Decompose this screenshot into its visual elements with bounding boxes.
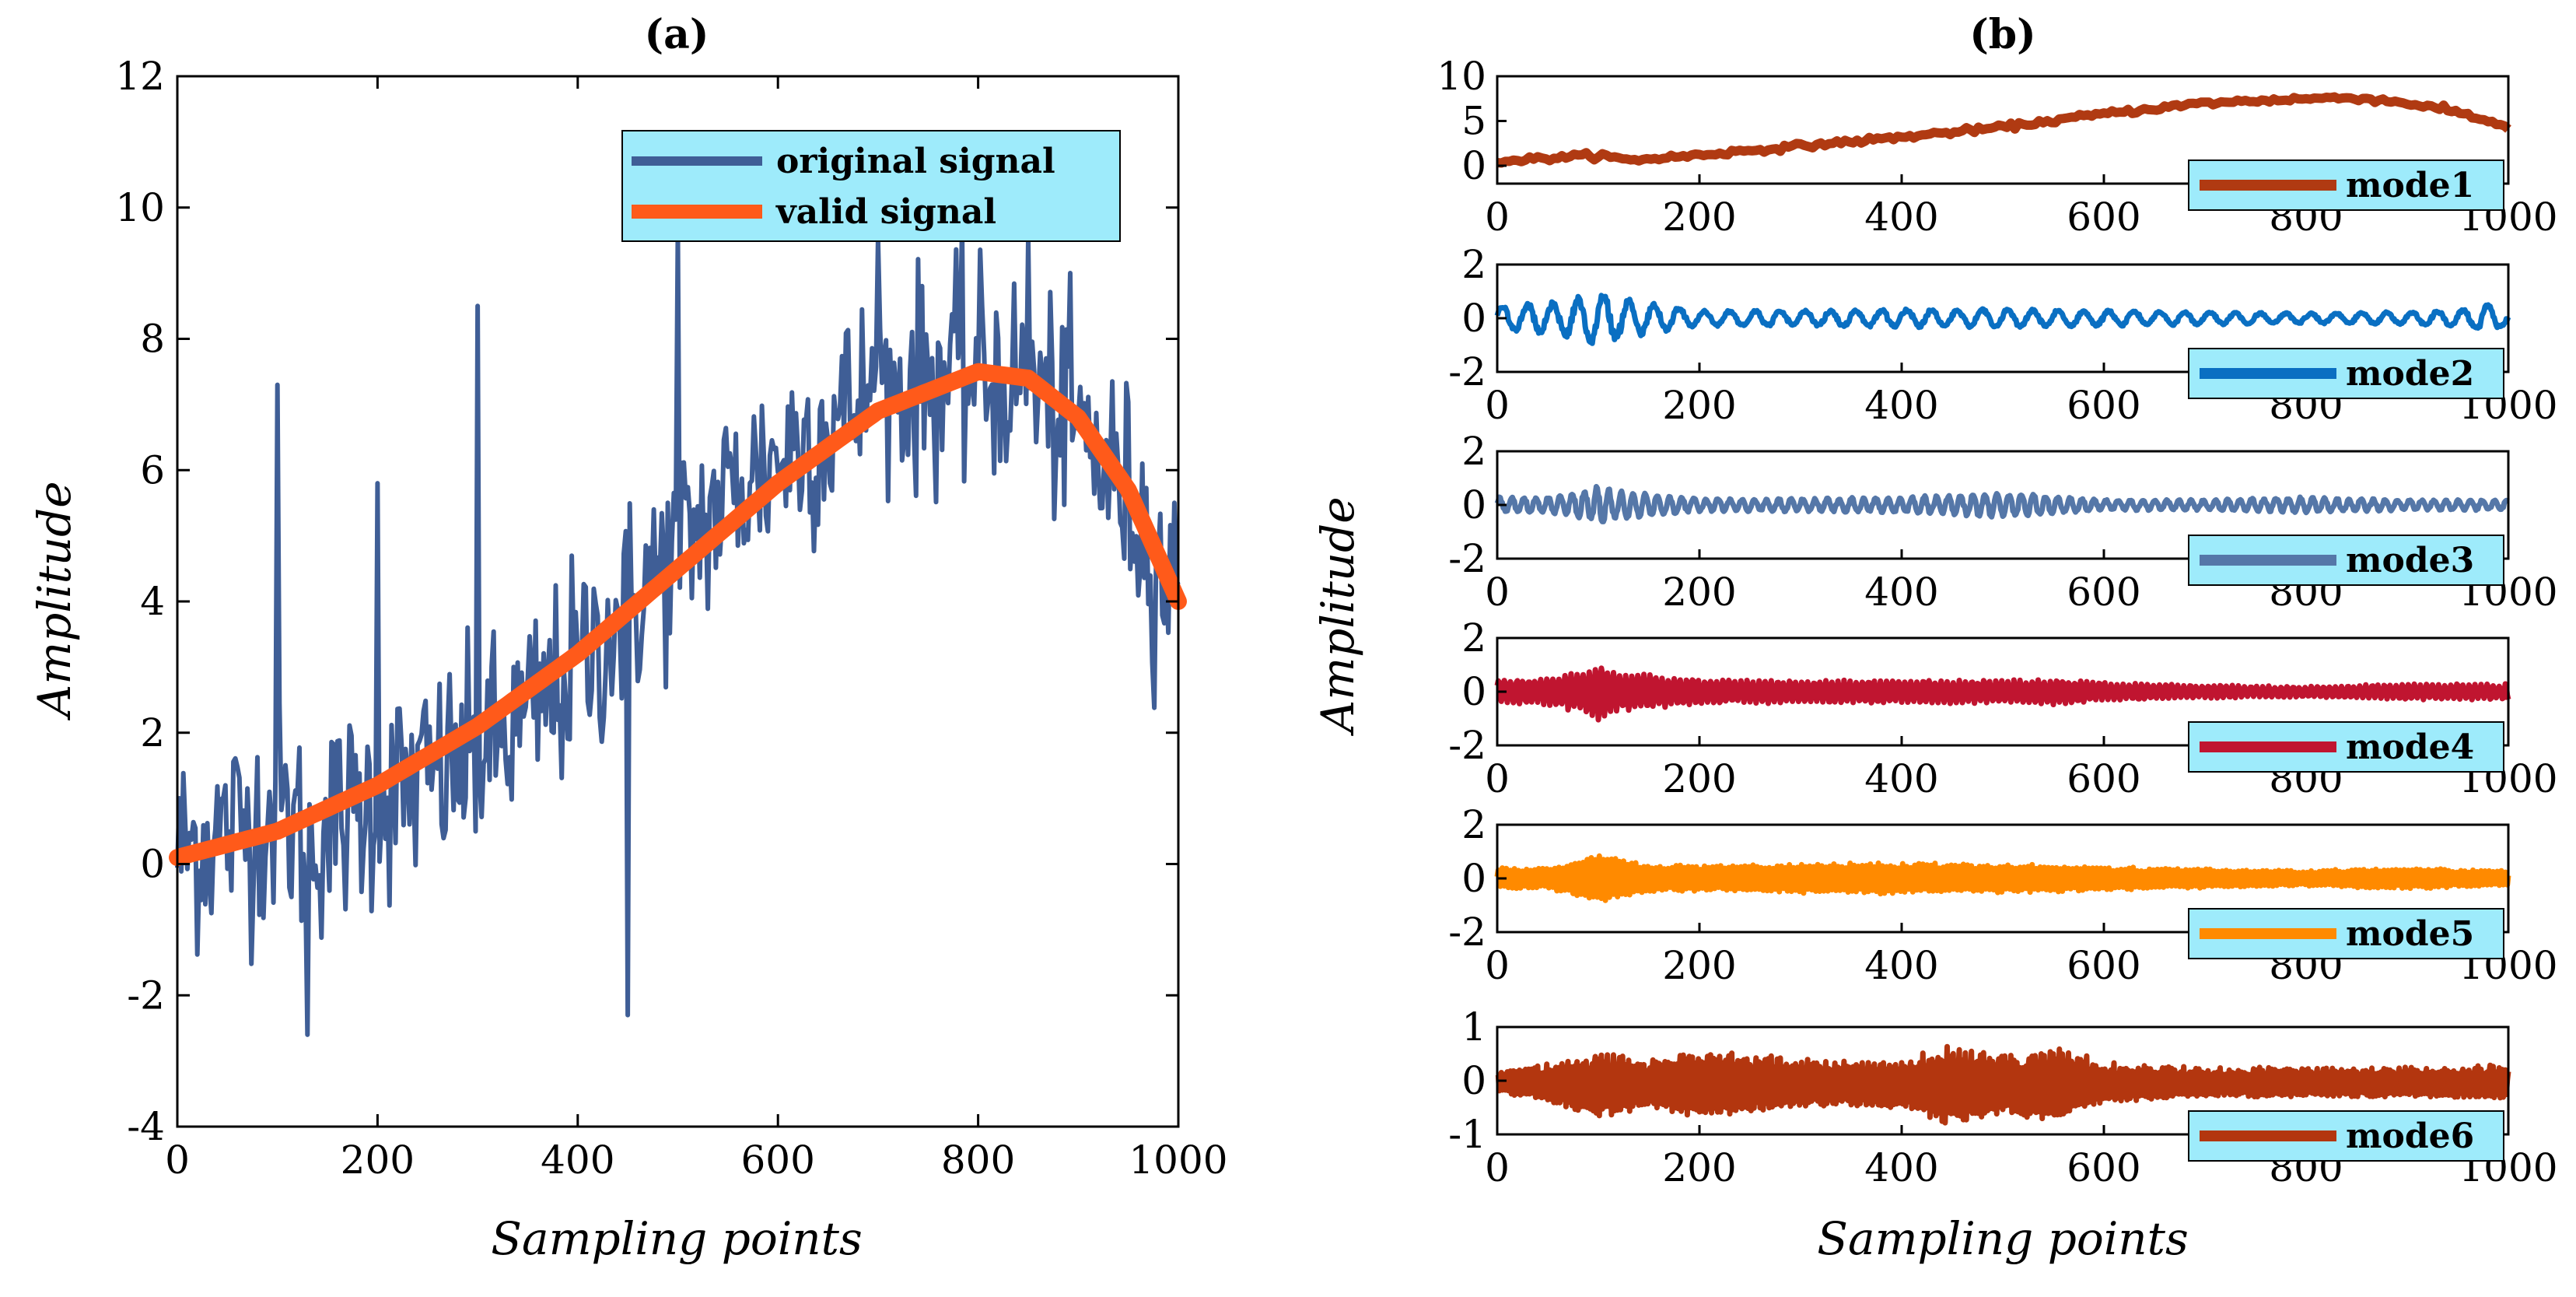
- panel-a-plot-area: 0 200 400 600 800 1000 -4 -2 0 2 4 6 8 10 12: [115, 54, 1227, 1183]
- x-tick-label: 1000: [1129, 1138, 1227, 1183]
- x-tick-label: 0: [1485, 1145, 1510, 1190]
- subplot-axes-box: [1496, 75, 2510, 185]
- panel-b-y-axis-label: Amplitude: [1311, 496, 1364, 736]
- x-tick-label: 0: [1485, 756, 1510, 801]
- y-tick-label: 5: [1461, 99, 1486, 144]
- x-tick-label: 400: [1864, 756, 1938, 801]
- x-tick-label: 800: [941, 1138, 1015, 1183]
- y-tick-label: 2: [1461, 615, 1486, 661]
- legend-label-mode4: mode4: [2346, 727, 2474, 767]
- panel-a-title: (a): [645, 11, 709, 58]
- y-tick-label: 1: [1461, 1004, 1486, 1050]
- series-valid-signal: [169, 363, 1187, 867]
- x-tick-label: 0: [1485, 383, 1510, 428]
- y-tick-label: 2: [1461, 429, 1486, 474]
- panel-a-legend-box: [621, 130, 1121, 242]
- x-tick-label: 0: [1485, 943, 1510, 988]
- x-tick-label: 400: [1864, 570, 1938, 615]
- x-tick-label: 400: [1864, 1145, 1938, 1190]
- y-tick-label: -2: [1448, 723, 1486, 768]
- legend-label-mode6: mode6: [2346, 1116, 2474, 1156]
- x-tick-label: 400: [541, 1138, 614, 1183]
- x-tick-label: 400: [1864, 383, 1938, 428]
- panel-b-title: (b): [1969, 11, 2036, 58]
- y-tick-label: 0: [1461, 482, 1486, 528]
- series-mode4: [1494, 665, 2511, 723]
- legend-label-mode2: mode2: [2346, 354, 2474, 394]
- series-mode2: [1494, 293, 2511, 346]
- x-tick-label: 200: [1662, 756, 1736, 801]
- x-tick-label: 200: [1662, 383, 1736, 428]
- y-tick-label: 12: [115, 54, 165, 99]
- x-tick-label: 200: [1662, 195, 1736, 240]
- legend-label-mode5: mode5: [2346, 914, 2474, 954]
- y-tick-label: -1: [1448, 1112, 1486, 1157]
- y-tick-label: 0: [1461, 143, 1486, 188]
- legend-label-valid-signal: valid signal: [775, 192, 996, 232]
- x-tick-label: 0: [165, 1138, 190, 1183]
- legend-label-mode3: mode3: [2346, 541, 2474, 580]
- y-tick-label: -2: [1448, 536, 1486, 581]
- panel-a-legend: original signal valid signal: [621, 130, 1121, 242]
- x-tick-label: 400: [1864, 195, 1938, 240]
- x-tick-label: 600: [2067, 383, 2140, 428]
- x-tick-label: 600: [2067, 1145, 2140, 1190]
- y-tick-label: 4: [140, 579, 165, 624]
- y-tick-label: -2: [127, 973, 165, 1018]
- legend-label-original-signal: original signal: [776, 142, 1055, 181]
- y-tick-label: 2: [140, 710, 165, 755]
- series-mode5: [1494, 853, 2511, 903]
- y-tick-label: 2: [1461, 242, 1486, 287]
- series-mode3: [1494, 484, 2511, 524]
- y-tick-label: 10: [1437, 54, 1486, 99]
- x-tick-label: 600: [2067, 756, 2140, 801]
- y-tick-label: 10: [115, 185, 165, 230]
- series-original-signal: [175, 223, 1181, 1037]
- y-tick-label: 0: [1461, 296, 1486, 341]
- x-tick-label: 0: [1485, 570, 1510, 615]
- x-tick-label: 400: [1864, 943, 1938, 988]
- y-tick-label: -2: [1448, 349, 1486, 394]
- legend-label-mode1: mode1: [2346, 166, 2474, 205]
- panel-a-y-axis-label: Amplitude: [28, 481, 81, 720]
- x-tick-label: 600: [2067, 195, 2140, 240]
- y-tick-label: 0: [140, 842, 165, 887]
- y-tick-label: 8: [140, 317, 165, 362]
- x-tick-label: 200: [1662, 943, 1736, 988]
- y-tick-label: 0: [1461, 669, 1486, 714]
- y-tick-label: -2: [1448, 910, 1486, 955]
- panel-b-x-axis-label: Sampling points: [1817, 1212, 2188, 1265]
- panel-a: (a) 0 200 400 600 800 1000 -4 -2 0 2 4 6 8 10 12 Sampl…: [28, 11, 1228, 1265]
- y-tick-label: 0: [1461, 1058, 1486, 1103]
- x-tick-label: 600: [2067, 570, 2140, 615]
- x-tick-label: 600: [2067, 943, 2140, 988]
- y-tick-label: 0: [1461, 856, 1486, 901]
- y-tick-label: 2: [1461, 802, 1486, 847]
- x-tick-label: 200: [1662, 570, 1736, 615]
- y-tick-label: 6: [140, 447, 165, 493]
- x-tick-label: 0: [1485, 195, 1510, 240]
- panel-a-x-axis-label: Sampling points: [491, 1212, 862, 1265]
- x-tick-label: 600: [740, 1138, 814, 1183]
- series-mode6: [1495, 1043, 2511, 1126]
- x-tick-label: 200: [1662, 1145, 1736, 1190]
- x-tick-label: 200: [341, 1138, 415, 1183]
- series-mode1: [1496, 92, 2511, 168]
- y-tick-label: -4: [127, 1104, 165, 1149]
